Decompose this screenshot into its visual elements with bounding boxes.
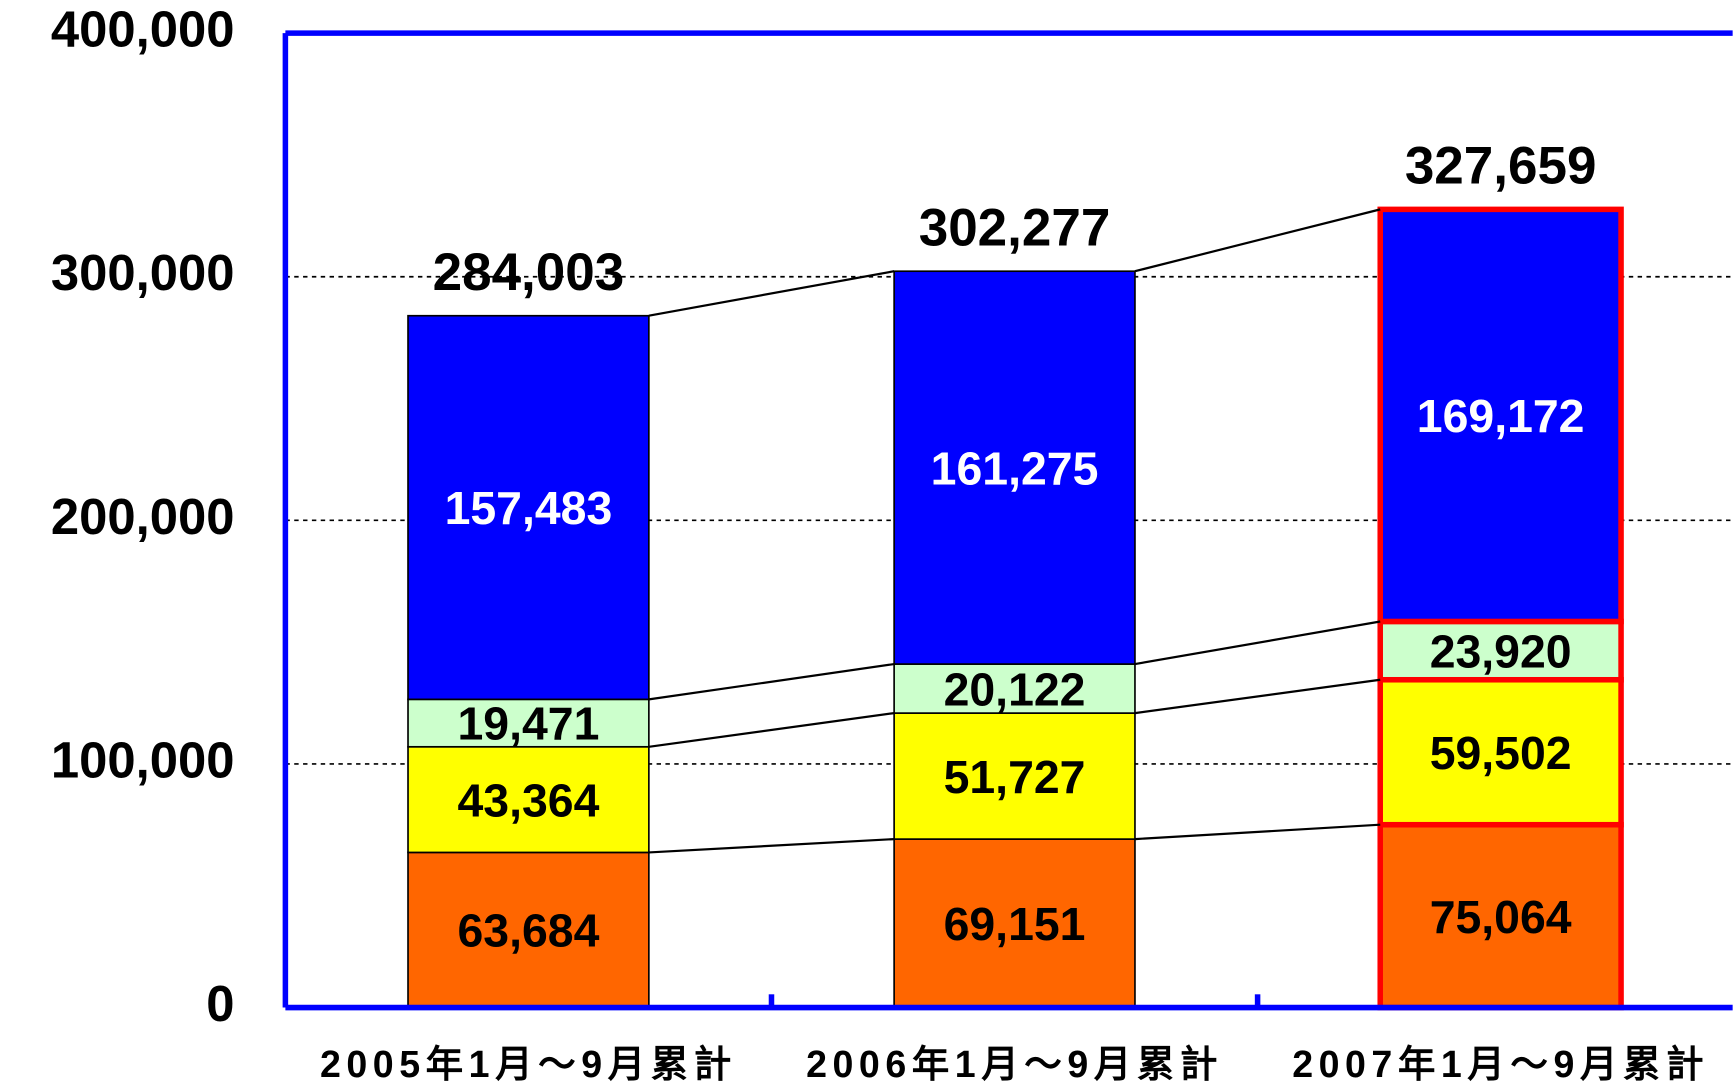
value-label: 169,172 — [1417, 390, 1585, 442]
connector-line — [1134, 823, 1381, 841]
y-tick-label: 100,000 — [51, 731, 235, 788]
value-label: 43,364 — [457, 774, 599, 826]
connector-line — [648, 662, 895, 701]
total-label: 284,003 — [433, 243, 625, 302]
value-label: 23,920 — [1430, 625, 1572, 677]
y-tick-label: 200,000 — [51, 488, 235, 545]
x-tick-label: 2006年1月～9月累計 — [806, 1043, 1223, 1085]
y-tick-label: 300,000 — [51, 244, 235, 301]
bar-segment — [893, 838, 1136, 1009]
value-label: 161,275 — [931, 442, 1099, 494]
connector-line — [648, 270, 895, 317]
value-label: 51,727 — [944, 751, 1086, 803]
value-label: 75,064 — [1430, 891, 1572, 943]
total-label: 327,659 — [1405, 137, 1597, 196]
bar-segment — [407, 851, 650, 1009]
connector-line — [1134, 678, 1381, 715]
bar-segment — [1377, 206, 1624, 625]
bar-segment — [893, 712, 1136, 840]
x-tick-label: 2007年1月～9月累計 — [1292, 1043, 1709, 1085]
value-label: 19,471 — [457, 698, 599, 750]
value-label: 20,122 — [944, 663, 1086, 715]
bar-segment — [893, 663, 1136, 714]
connector-line — [1134, 620, 1381, 666]
x-tick-label: 2005年1月～9月累計 — [320, 1043, 737, 1085]
value-label: 59,502 — [1430, 727, 1572, 779]
connector-line — [648, 712, 895, 748]
total-label: 302,277 — [919, 198, 1111, 257]
bar-segment — [407, 314, 650, 701]
value-label: 63,684 — [457, 905, 599, 957]
y-tick-label: 400,000 — [51, 1, 235, 58]
value-label: 157,483 — [445, 482, 613, 534]
connector-line — [648, 838, 895, 854]
bar-segment — [407, 698, 650, 748]
bar-segment — [1377, 618, 1624, 683]
value-label: 69,151 — [944, 898, 1086, 950]
bar-segment — [893, 270, 1136, 665]
y-tick-label: 0 — [206, 975, 234, 1032]
connector-line — [1134, 208, 1381, 273]
